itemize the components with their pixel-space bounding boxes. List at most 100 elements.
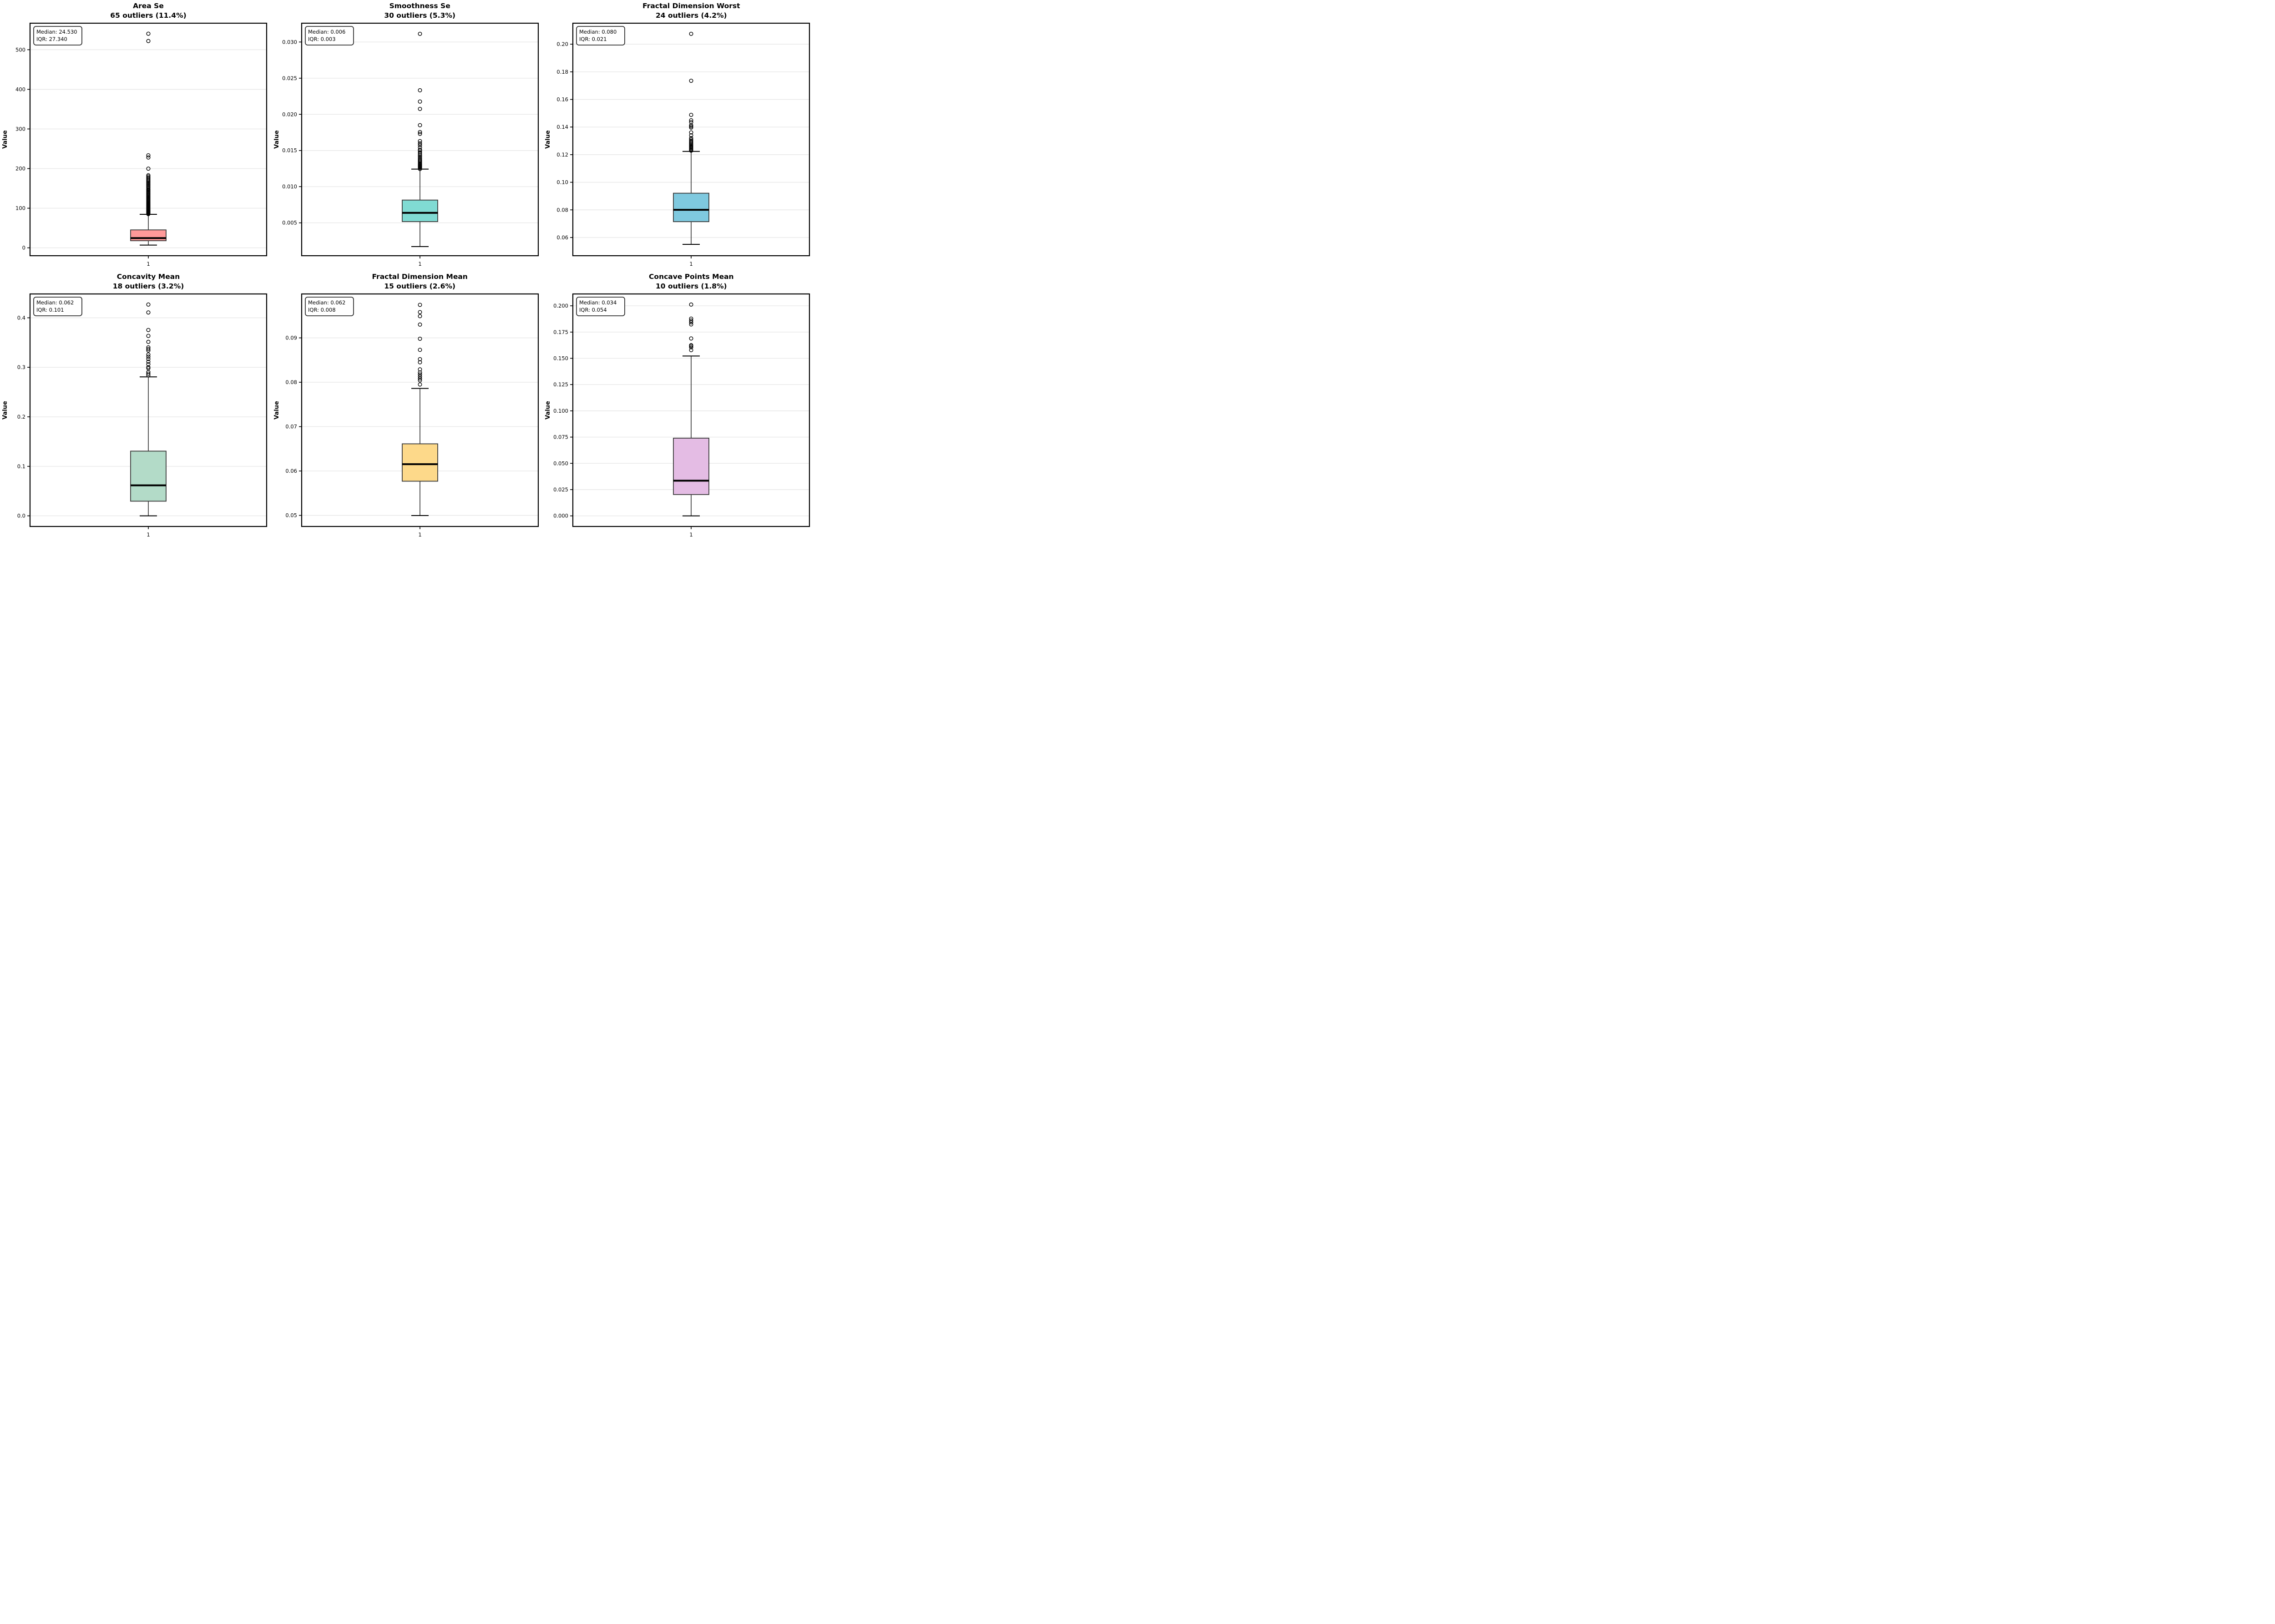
y-tick-label: 0.3 (17, 364, 25, 370)
annotation-median-label: Median: 24.530 (36, 29, 77, 35)
outlier-point (689, 140, 693, 144)
subplot-smoothness-se: Smoothness Se 30 outliers (5.3%) 0.005 0.… (272, 0, 543, 271)
outlier-point (146, 173, 151, 177)
plot-title-line2: 15 outliers (2.6%) (384, 282, 455, 290)
outlier-point (418, 378, 422, 383)
plot-title: Fractal Dimension Worst 24 outliers (4.2… (543, 0, 814, 22)
iqr-box (401, 199, 438, 222)
outlier-point (418, 374, 422, 379)
outlier-point (689, 124, 693, 129)
y-tick-label: 0.025 (553, 486, 568, 493)
outlier-point (418, 153, 422, 157)
outlier-point (146, 31, 151, 36)
iqr-box (130, 229, 167, 241)
y-tick-label: 0.06 (285, 468, 297, 474)
outlier-point (689, 322, 693, 327)
y-tick-label: 200 (15, 165, 25, 172)
y-tick-label: 0.175 (553, 329, 568, 335)
annotation-box (33, 26, 82, 46)
plot-title-line2: 30 outliers (5.3%) (384, 11, 455, 20)
plot-title-line2: 65 outliers (11.4%) (110, 11, 187, 20)
plot-title-line1: Smoothness Se (389, 2, 450, 10)
outlier-point (689, 136, 693, 140)
x-tick-label: 1 (418, 531, 421, 538)
annotation-box (33, 297, 82, 316)
y-tick-label: 0.4 (17, 314, 25, 321)
outlier-point (418, 152, 422, 156)
annotation-median-label: Median: 0.034 (579, 299, 617, 306)
subplot-fractal-dimension-mean: Fractal Dimension Mean 15 outliers (2.6%… (272, 271, 543, 541)
axes-spines (301, 293, 539, 527)
plot-title-line2: 24 outliers (4.2%) (656, 11, 727, 20)
plot-title: Smoothness Se 30 outliers (5.3%) (272, 0, 543, 22)
outlier-point (418, 382, 422, 387)
y-tick-label: 0.07 (285, 424, 297, 430)
boxplot-svg-area-se: 0 100 200 300 400 500 1 Value Median: 24.530IQR:… (2, 22, 268, 267)
plot-title: Area Se 65 outliers (11.4%) (0, 0, 271, 22)
y-tick-label: 0.030 (282, 39, 297, 45)
outlier-point (418, 123, 422, 127)
outlier-point (418, 156, 422, 160)
y-tick-label: 0.09 (285, 335, 297, 341)
outlier-point (418, 139, 422, 143)
y-tick-label: 0.150 (553, 355, 568, 361)
y-tick-label: 0 (22, 245, 25, 251)
outlier-point (146, 354, 151, 359)
outlier-point (146, 357, 151, 361)
y-tick-label: 0.020 (282, 111, 297, 117)
annotation-box (304, 26, 354, 46)
boxplot-svg-smoothness-se: 0.005 0.010 0.015 0.020 0.025 0.030 1 Value Medi… (273, 22, 539, 267)
y-tick-label: 0.18 (557, 69, 569, 75)
outlier-point (146, 155, 151, 160)
annotation-iqr-label: IQR: 0.054 (579, 307, 607, 313)
outlier-point (146, 167, 151, 171)
y-tick-label: 0.010 (282, 183, 297, 190)
outlier-point (146, 365, 151, 369)
outlier-point (418, 376, 422, 381)
y-axis-label: Value (273, 130, 280, 149)
outlier-point (146, 39, 151, 43)
plot-title-line2: 18 outliers (3.2%) (112, 282, 184, 290)
outlier-point (418, 314, 422, 319)
outlier-point (418, 322, 422, 327)
plot-title: Fractal Dimension Mean 15 outliers (2.6%… (272, 271, 543, 293)
plot-title-line1: Fractal Dimension Mean (372, 273, 468, 281)
y-tick-label: 0.050 (553, 460, 568, 466)
outlier-point (689, 336, 693, 341)
annotation-box (576, 26, 626, 46)
outlier-point (418, 357, 422, 361)
outlier-point (689, 318, 693, 323)
boxplot-svg-fractal-dimension-mean: 0.05 0.06 0.07 0.08 0.09 1 Value Median: 0.062I… (273, 293, 539, 538)
subplot-concave-points-mean: Concave Points Mean 10 outliers (1.8%) 0… (543, 271, 814, 541)
x-tick-label: 1 (690, 261, 693, 267)
y-axis-label: Value (545, 401, 551, 420)
outlier-point (689, 343, 693, 348)
y-tick-label: 0.12 (557, 152, 569, 158)
annotation-iqr-label: IQR: 0.008 (308, 307, 336, 313)
iqr-box (130, 450, 167, 502)
subplot-fractal-dimension-worst: Fractal Dimension Worst 24 outliers (4.2… (543, 0, 814, 271)
y-tick-label: 500 (15, 46, 25, 53)
x-tick-label: 1 (418, 261, 421, 267)
outlier-point (689, 125, 693, 130)
outlier-point (689, 133, 693, 137)
outlier-point (418, 130, 422, 134)
plot-title: Concave Points Mean 10 outliers (1.8%) (543, 271, 814, 293)
y-tick-label: 0.16 (557, 96, 569, 103)
plot-title-line2: 10 outliers (1.8%) (656, 282, 727, 290)
annotation-iqr-label: IQR: 0.021 (579, 36, 607, 42)
y-tick-label: 0.125 (553, 381, 568, 388)
outlier-point (689, 138, 693, 143)
axes-spines (29, 22, 268, 257)
outlier-point (418, 310, 422, 314)
y-tick-label: 0.06 (557, 234, 569, 241)
iqr-box (673, 192, 710, 223)
y-axis-label: Value (273, 401, 280, 420)
outlier-point (418, 367, 422, 372)
outlier-point (418, 360, 422, 364)
y-tick-label: 0.2 (17, 414, 25, 420)
outlier-point (146, 366, 151, 370)
y-tick-label: 0.05 (285, 512, 297, 519)
outlier-point (689, 120, 693, 125)
outlier-point (418, 150, 422, 155)
